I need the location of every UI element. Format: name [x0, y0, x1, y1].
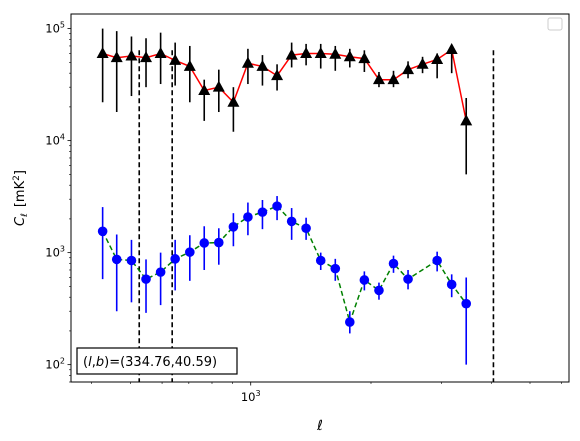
- series-0-point-25: [460, 114, 473, 126]
- series-1-point-21: [403, 274, 413, 284]
- series-0-point-5: [169, 53, 182, 65]
- data-markers: [96, 43, 473, 327]
- plot-area: [71, 14, 569, 382]
- y-label-main: C: [13, 216, 28, 226]
- series-1-point-18: [359, 275, 370, 285]
- annotation-b: b: [96, 355, 104, 370]
- series-0-point-24: [445, 43, 458, 55]
- series-1-point-23: [446, 279, 457, 290]
- y-label-unit-sup: 2: [12, 175, 22, 181]
- series-1-point-9: [228, 222, 239, 232]
- series-1-point-14: [301, 223, 311, 234]
- series-0-point-4: [154, 46, 167, 58]
- legend-box: [547, 17, 563, 31]
- y-tick-label-0: 102: [45, 357, 65, 372]
- series-1-point-10: [243, 212, 253, 222]
- y-tick-label-1: 103: [45, 245, 65, 260]
- series-0-point-1: [110, 51, 123, 63]
- series-0-point-11: [256, 59, 269, 71]
- series-1-point-3: [141, 274, 151, 284]
- annotation-values: =(334.76,40.59): [109, 355, 217, 370]
- series-1-point-17: [344, 317, 355, 327]
- series-1-point-16: [330, 263, 341, 274]
- series-1-point-20: [388, 258, 399, 269]
- series-0-point-16: [329, 47, 342, 59]
- series-1-point-4: [155, 267, 166, 277]
- series-0-point-23: [431, 52, 444, 64]
- series-1-point-0: [97, 226, 108, 237]
- plot-frame: [70, 13, 570, 383]
- series-0-point-18: [358, 52, 371, 64]
- series-1-point-1: [111, 254, 122, 265]
- x-tick-label-0: 103: [241, 389, 261, 404]
- series-1-point-7: [199, 238, 210, 248]
- y-label-sub: ℓ: [20, 213, 30, 218]
- coordinate-annotation: (l,b)=(334.76,40.59): [76, 347, 238, 375]
- axis-ticks: 102 103 104 105 103: [45, 21, 562, 404]
- y-axis-label: Cℓ [mK2]: [12, 170, 30, 226]
- vertical-reference-lines: [138, 50, 495, 382]
- series-0-point-17: [343, 50, 356, 62]
- series-0-point-2: [125, 49, 138, 61]
- y-tick-label-2: 104: [45, 133, 65, 148]
- series-1-point-19: [374, 285, 384, 296]
- series-0-point-22: [416, 57, 429, 69]
- annotation-text: (l,b)=(334.76,40.59): [83, 355, 217, 370]
- series-0-point-19: [372, 73, 385, 85]
- x-axis-label: ℓ: [316, 418, 323, 434]
- series-1-point-13: [286, 216, 297, 227]
- series-0-point-15: [314, 46, 327, 58]
- y-label-unit: [mK: [13, 180, 28, 207]
- series-0-point-12: [271, 69, 284, 81]
- series-1-point-8: [213, 237, 224, 248]
- series-0-point-7: [198, 84, 211, 96]
- series-0-point-0: [96, 46, 109, 58]
- annotation-box: [76, 347, 238, 375]
- series-0-point-9: [227, 95, 240, 107]
- series-1-point-11: [257, 207, 268, 217]
- series-1-point-2: [126, 255, 137, 266]
- series-0-point-14: [300, 46, 313, 58]
- annotation-l: l: [88, 355, 92, 370]
- series-0-point-10: [241, 56, 254, 68]
- series-1-point-5: [170, 254, 180, 264]
- y-tick-label-3: 105: [45, 21, 65, 36]
- series-0-point-21: [402, 63, 415, 75]
- series-1-point-22: [432, 255, 442, 266]
- series-1-point-15: [315, 255, 326, 266]
- series-0-point-6: [183, 59, 196, 71]
- series-0-point-8: [212, 80, 225, 92]
- series-0-point-20: [387, 73, 400, 85]
- series-0-point-13: [285, 48, 298, 60]
- series-1-point-24: [461, 298, 472, 309]
- series-1-point-6: [185, 247, 195, 257]
- y-label-unit-close: ]: [13, 170, 28, 175]
- series-0-point-3: [140, 51, 153, 63]
- series-1-point-12: [272, 201, 282, 211]
